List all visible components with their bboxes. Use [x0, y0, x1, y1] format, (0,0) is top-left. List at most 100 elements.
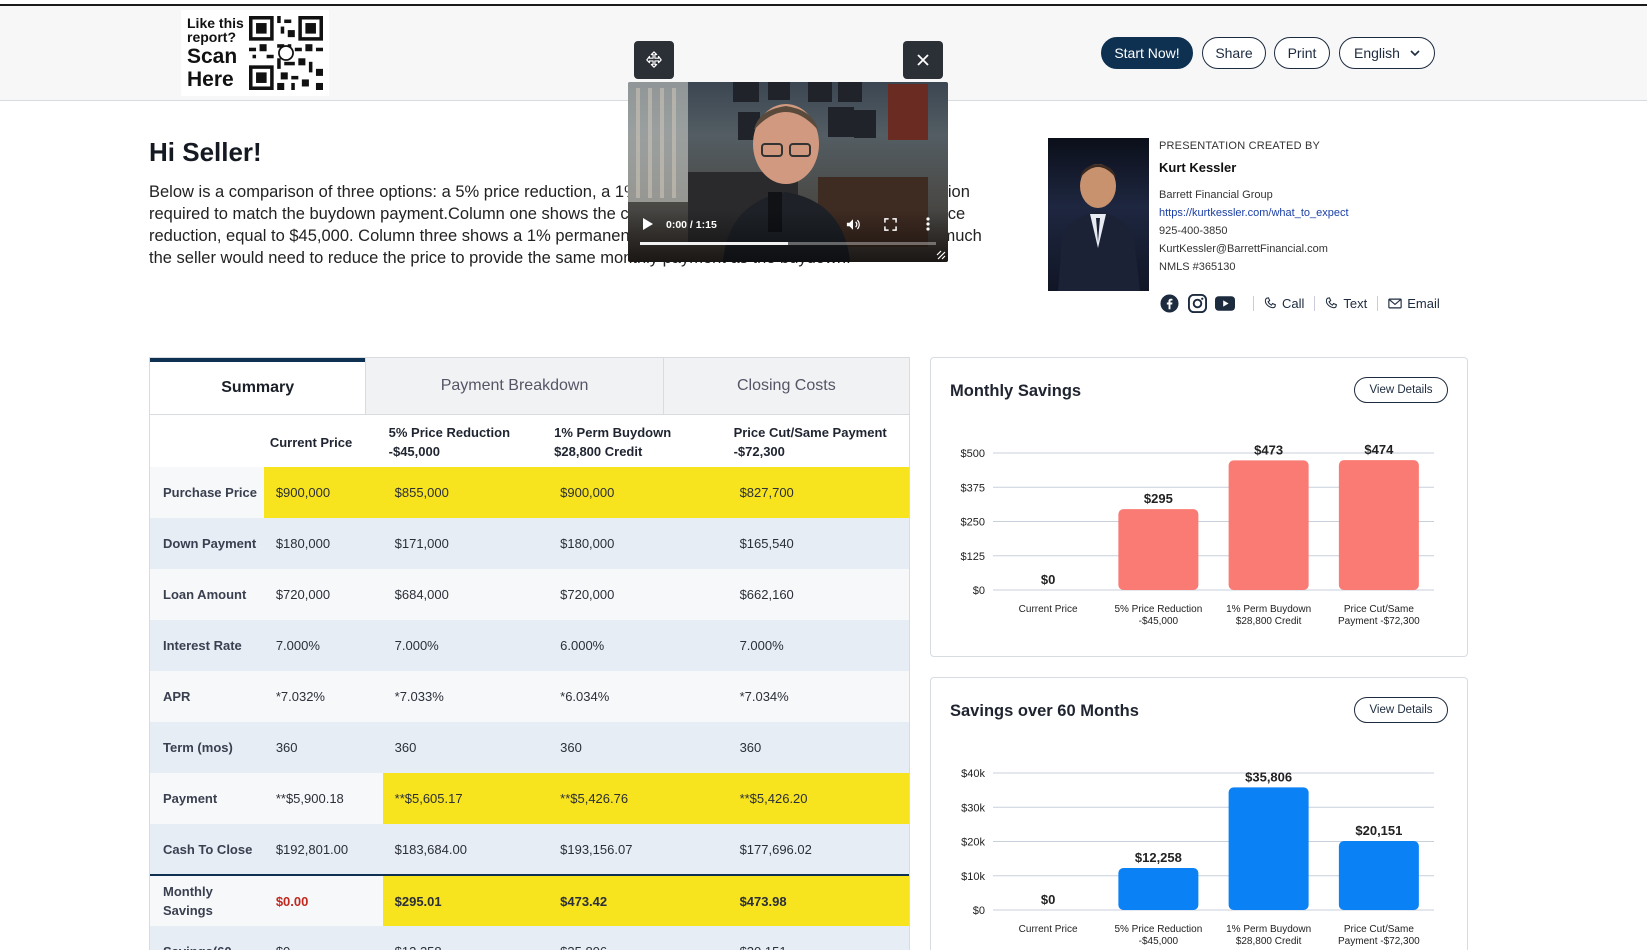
data-label: $474	[1364, 442, 1394, 457]
table-cell: $473.98	[727, 874, 909, 926]
x-tick-label: -$45,000	[1139, 936, 1179, 947]
x-tick-label: 5% Price Reduction	[1114, 604, 1202, 615]
table-cell: $662,160	[727, 569, 909, 620]
chart-bar[interactable]	[1338, 460, 1419, 590]
agent-email: KurtKessler@BarrettFinancial.com	[1159, 243, 1328, 255]
row-label: Purchase Price	[150, 467, 264, 518]
agent-website-link[interactable]: https://kurtkessler.com/what_to_expect	[1159, 207, 1349, 219]
data-label: $0	[1041, 572, 1055, 587]
y-tick-label: $250	[961, 517, 985, 529]
row-label: Cash To Close	[150, 824, 264, 875]
row-label: Payment	[150, 773, 264, 824]
comparison-table: Current Price 5% Price Reduction -$45,000…	[150, 415, 909, 950]
call-label: Call	[1282, 295, 1305, 311]
share-button[interactable]: Share	[1202, 37, 1266, 69]
x-tick-label: Payment -$72,300	[1338, 616, 1420, 627]
x-tick-label: Current Price	[1019, 924, 1078, 935]
view-details-button[interactable]: View Details	[1354, 697, 1448, 723]
table-row: Savings(60 $0 $12,258 $35,806 $20,151	[150, 926, 909, 950]
x-tick-label: 5% Price Reduction	[1114, 924, 1202, 935]
fullscreen-icon[interactable]	[884, 218, 897, 231]
data-label: $295	[1144, 491, 1173, 506]
chart-bar[interactable]	[1338, 840, 1419, 910]
tab-closing-costs[interactable]: Closing Costs	[662, 358, 909, 414]
table-cell: $192,801.00	[263, 824, 383, 875]
table-row: Loan Amount $720,000 $684,000 $720,000 $…	[150, 569, 909, 620]
table-cell: $180,000	[548, 518, 728, 569]
qr-promo-text: Like this report? Scan Here	[187, 16, 244, 90]
row-label: Loan Amount	[150, 569, 264, 620]
agent-name: Kurt Kessler	[1159, 160, 1237, 175]
table-row: Term (mos) 360 360 360 360	[150, 722, 909, 773]
x-tick-label: -$45,000	[1139, 616, 1179, 627]
table-cell: $20,151	[727, 926, 909, 950]
instagram-icon[interactable]	[1187, 293, 1207, 313]
row-label: Savings(60	[150, 926, 264, 950]
tab-payment-breakdown[interactable]: Payment Breakdown	[365, 358, 663, 414]
table-cell: $165,540	[727, 518, 909, 569]
table-row: APR *7.032% *7.033% *6.034% *7.034%	[150, 671, 909, 722]
table-cell: 6.000%	[548, 620, 728, 671]
data-label: $473	[1254, 442, 1283, 457]
language-select[interactable]: English	[1339, 37, 1435, 69]
table-row: Monthly Savings $0.00 $295.01 $473.42 $4…	[150, 874, 909, 926]
video-controls	[628, 210, 948, 262]
start-now-button[interactable]: Start Now!	[1101, 37, 1193, 69]
monthly-savings-card: Monthly Savings View Details $0 $125 $250 $…	[930, 357, 1468, 657]
agent-photo	[1048, 138, 1149, 291]
play-icon[interactable]	[642, 217, 654, 231]
resize-icon[interactable]	[936, 250, 946, 260]
text-button[interactable]: Text	[1314, 295, 1377, 311]
drag-handle[interactable]	[634, 41, 674, 79]
x-tick-label: Price Cut/Same	[1344, 604, 1414, 615]
more-options-icon[interactable]	[926, 217, 930, 231]
table-cell: $720,000	[548, 569, 728, 620]
x-tick-label: 1% Perm Buydown	[1226, 924, 1311, 935]
x-tick-label: Payment -$72,300	[1338, 936, 1420, 947]
volume-icon[interactable]	[846, 218, 860, 231]
row-label: Interest Rate	[150, 620, 264, 671]
table-cell: $900,000	[263, 467, 383, 518]
table-cell: $12,258	[382, 926, 549, 950]
chevron-down-icon	[1410, 50, 1420, 56]
chart-title: Savings over 60 Months	[950, 702, 1139, 720]
view-details-button[interactable]: View Details	[1354, 377, 1448, 403]
table-cell: $0	[263, 926, 383, 950]
data-label: $20,151	[1355, 823, 1402, 838]
table-cell: **$5,605.17	[382, 773, 549, 824]
table-row: Purchase Price $900,000 $855,000 $900,00…	[150, 467, 909, 518]
x-tick-label: Current Price	[1019, 604, 1078, 615]
chart-bar[interactable]	[1118, 868, 1199, 910]
call-button[interactable]: Call	[1253, 295, 1314, 311]
table-cell: 360	[727, 722, 909, 773]
chart-bar[interactable]	[1118, 509, 1199, 590]
table-cell: **$5,426.76	[548, 773, 728, 824]
agent-nmls: NMLS #365130	[1159, 261, 1236, 273]
header-cell: 1% Perm Buydown $28,800 Credit	[554, 425, 672, 459]
qr-promo[interactable]: Like this report? Scan Here	[181, 10, 329, 96]
table-row: Cash To Close $192,801.00 $183,684.00 $1…	[150, 824, 909, 875]
table-cell: 360	[382, 722, 549, 773]
x-tick-label: $28,800 Credit	[1236, 936, 1302, 947]
tab-summary[interactable]: Summary	[150, 358, 366, 414]
chart-title: Monthly Savings	[950, 382, 1082, 400]
table-row: Down Payment $180,000 $171,000 $180,000 …	[150, 518, 909, 569]
close-icon	[917, 54, 929, 66]
top-border	[0, 4, 1647, 6]
agent-phone: 925-400-3850	[1159, 225, 1228, 237]
close-video-button[interactable]	[903, 41, 943, 79]
qr-line-3: Scan	[187, 45, 238, 68]
facebook-icon[interactable]	[1159, 293, 1179, 313]
chart-bar[interactable]	[1228, 787, 1309, 910]
phone-icon	[1326, 296, 1338, 308]
email-button[interactable]: Email	[1377, 295, 1450, 311]
video-player[interactable]: 0:00 / 1:15	[628, 82, 948, 262]
table-cell: $827,700	[727, 467, 909, 518]
table-cell: $0.00	[263, 874, 383, 926]
print-button[interactable]: Print	[1274, 37, 1330, 69]
table-cell: 360	[263, 722, 383, 773]
video-progress-bar[interactable]	[640, 242, 936, 245]
chart-bar[interactable]	[1228, 460, 1309, 590]
qr-line-4: Here	[187, 68, 234, 91]
youtube-icon[interactable]	[1215, 293, 1235, 313]
